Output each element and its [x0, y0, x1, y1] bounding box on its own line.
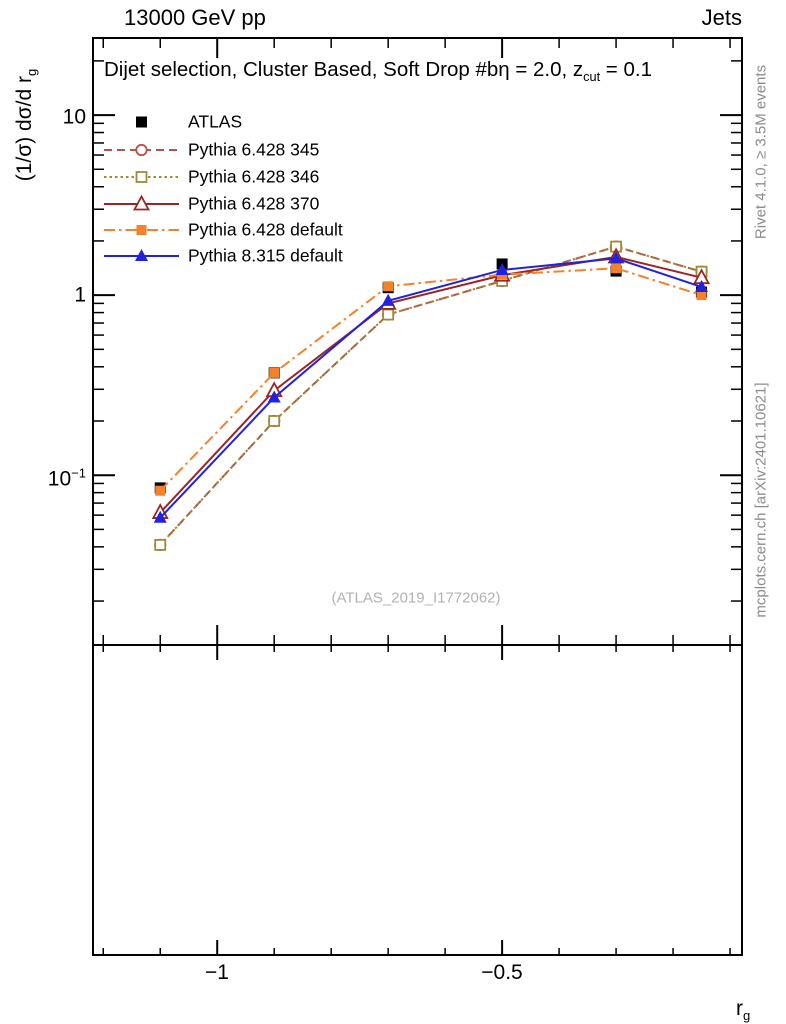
- x-tick-label-m05: −0.5: [481, 961, 523, 984]
- legend-label-pythia-370: Pythia 6.428 370: [188, 193, 320, 214]
- series-line: [159, 245, 702, 546]
- legend-label-pythia8-default: Pythia 8.315 default: [188, 245, 343, 266]
- marker-open-square: [382, 308, 395, 321]
- series-line: [159, 245, 702, 546]
- series-line: [159, 267, 702, 492]
- legend-label-pythia-346: Pythia 6.428 346: [188, 166, 320, 187]
- analysis-title-sub: cut: [583, 69, 601, 85]
- marker-filled-square: [696, 290, 707, 301]
- ratio-panel-frame: [92, 644, 743, 956]
- marker-filled-triangle: [695, 279, 709, 292]
- y-tick-label-1: 1: [74, 283, 86, 307]
- x-tick-label-m1: −1: [205, 961, 229, 984]
- marker-filled-square: [383, 281, 394, 292]
- marker-filled-triangle: [381, 293, 395, 306]
- process-label: Jets: [701, 5, 742, 30]
- marker-filled-square: [136, 225, 147, 235]
- y-tick-label-0p1: 10−1: [47, 465, 86, 491]
- series-line: [159, 255, 702, 514]
- marker-filled-square: [611, 263, 622, 274]
- rivet-version-note: Rivet 4.1.0, ≥ 3.5M events: [752, 64, 770, 240]
- marker-filled-triangle: [153, 510, 167, 523]
- legend-label-pythia6-default: Pythia 6.428 default: [188, 219, 343, 240]
- analysis-title-main: Dijet selection, Cluster Based, Soft Dro…: [104, 58, 584, 81]
- mcplots-reference-note: mcplots.cern.ch [arXiv:2401.10621]: [752, 382, 770, 618]
- marker-filled-square: [136, 116, 147, 128]
- beam-energy-label: 13000 GeV pp: [124, 5, 266, 30]
- marker-filled-square: [155, 485, 166, 496]
- legend-label-atlas: ATLAS: [188, 111, 243, 132]
- analysis-id-watermark: (ATLAS_2019_I1772062): [331, 589, 501, 607]
- y-tick-label-10: 10: [62, 105, 86, 129]
- x-axis-title: rg: [736, 997, 751, 1024]
- series-line: [159, 257, 702, 519]
- marker-filled-triangle: [609, 251, 623, 264]
- marker-filled-triangle: [135, 249, 148, 261]
- marker-filled-triangle: [267, 390, 281, 403]
- analysis-title-suffix: = 0.1: [600, 58, 652, 81]
- marker-open-triangle: [132, 194, 151, 211]
- marker-open-square: [154, 539, 167, 551]
- marker-filled-square: [269, 367, 280, 378]
- marker-filled-triangle: [495, 262, 509, 275]
- legend-label-pythia-345: Pythia 6.428 345: [188, 139, 320, 160]
- marker-open-square: [135, 171, 148, 183]
- marker-open-circle: [135, 143, 148, 157]
- marker-open-square: [268, 415, 281, 427]
- analysis-title: Dijet selection, Cluster Based, Soft Dro…: [104, 58, 652, 85]
